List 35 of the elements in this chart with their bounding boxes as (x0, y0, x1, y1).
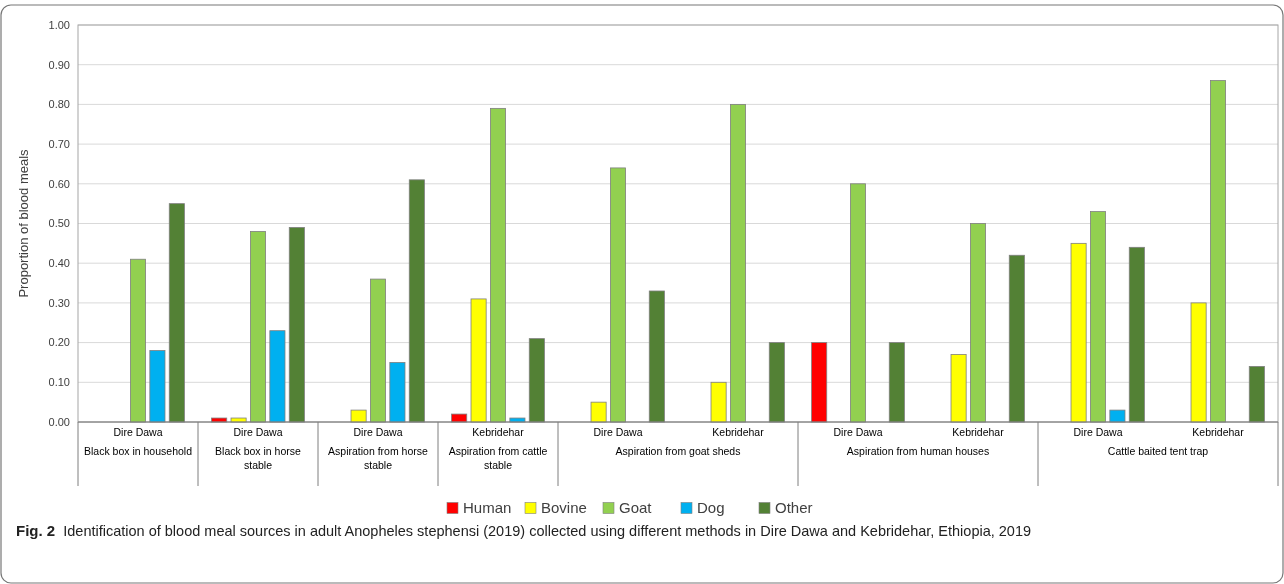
y-tick-label: 0.90 (48, 58, 70, 71)
y-tick-label: 0.20 (48, 336, 70, 349)
x-tick-label: Dire Dawa (593, 426, 643, 438)
text: Cattle baited tent trap (1106, 444, 1210, 458)
legend-label: Bovine (541, 499, 587, 517)
x-tick-label: Dire Dawa (113, 426, 163, 438)
y-tick-label: 0.30 (48, 296, 70, 309)
legend-label: Human (463, 499, 512, 517)
text: Aspiration from horse stable (327, 444, 429, 472)
y-tick-label: 0.70 (48, 137, 70, 150)
x-tick-label: Dire Dawa (353, 426, 403, 438)
y-tick-label: 0.00 (48, 415, 70, 428)
x-tick-label: Dire Dawa (833, 426, 883, 438)
text: Aspiration from goat sheds (614, 444, 742, 458)
legend-label: Other (775, 499, 813, 517)
y-tick-label: 0.60 (48, 177, 70, 190)
x-tick-label: Kebridehar (712, 426, 765, 438)
y-axis-title: Proportion of blood meals (16, 148, 31, 298)
text: Aspiration from human houses (845, 444, 991, 458)
text: Black box in household (83, 444, 193, 458)
y-tick-label: 0.40 (48, 257, 70, 270)
x-tick-label: Dire Dawa (1073, 426, 1123, 438)
x-tick-label: Kebridehar (472, 426, 525, 438)
y-tick-label: 0.10 (48, 376, 70, 389)
text: Fig. 2 Identification of blood meal sources in adult Anopheles stephensi (2019) collected using different methods in Dire Dawa and Kebridehar, Ethiopia, 2019 (16, 521, 1033, 541)
y-tick-label: 0.80 (48, 98, 70, 111)
x-tick-label: Kebridehar (952, 426, 1005, 438)
text: Aspiration from cattle stable (447, 444, 549, 472)
x-tick-label: Dire Dawa (233, 426, 283, 438)
text: Black box in horse stable (214, 444, 302, 472)
y-tick-label: 0.50 (48, 217, 70, 230)
y-tick-label: 1.00 (48, 18, 70, 31)
x-tick-label: Kebridehar (1192, 426, 1245, 438)
legend-label: Dog (697, 499, 725, 517)
legend-label: Goat (619, 499, 653, 517)
